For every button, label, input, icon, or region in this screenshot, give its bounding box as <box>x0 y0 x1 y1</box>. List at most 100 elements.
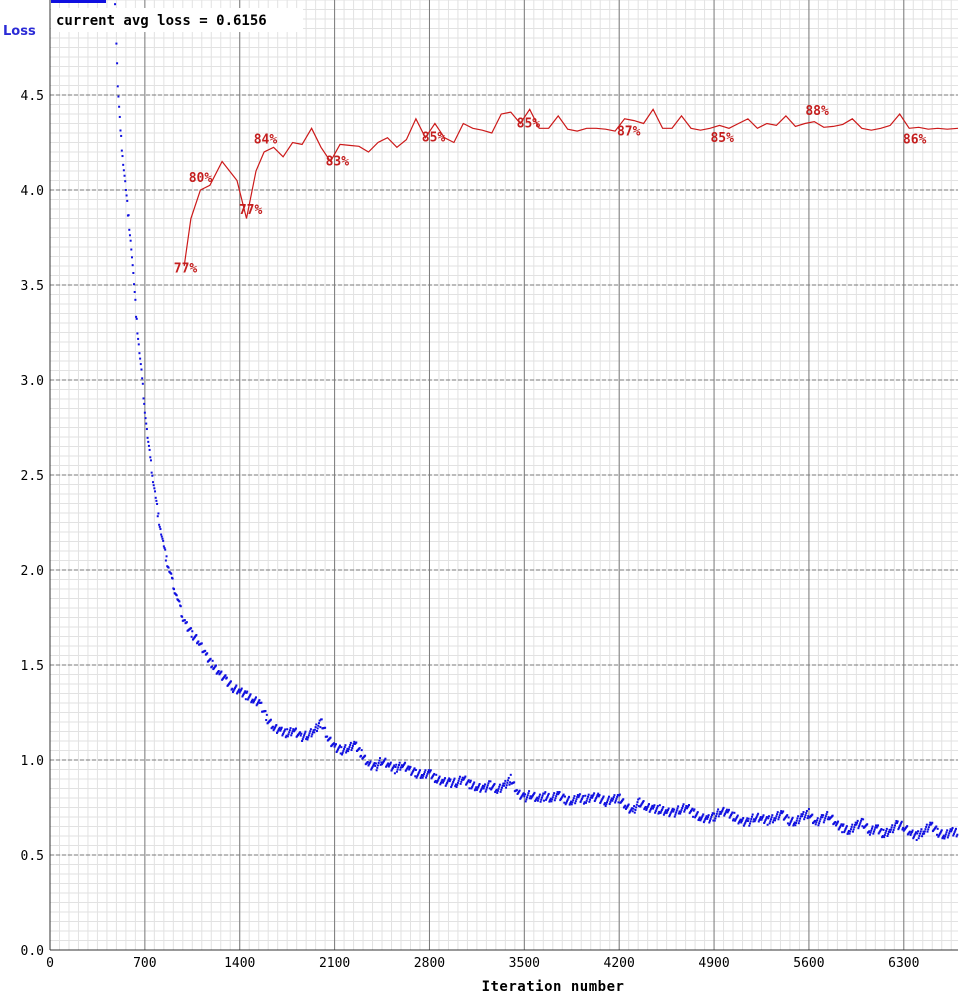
loss-point <box>725 810 728 813</box>
loss-point <box>241 695 244 698</box>
loss-point <box>822 821 825 824</box>
loss-point <box>900 822 903 825</box>
loss-point <box>551 798 554 801</box>
loss-point <box>416 773 419 776</box>
y-tick-label: 0.5 <box>21 849 44 864</box>
loss-point <box>557 793 560 796</box>
loss-point <box>233 688 236 691</box>
loss-point <box>217 670 220 673</box>
loss-point <box>413 767 416 770</box>
loss-point <box>909 833 912 836</box>
loss-point <box>384 757 387 760</box>
loss-point <box>368 761 371 764</box>
loss-point <box>581 796 584 799</box>
loss-point <box>425 776 428 779</box>
loss-point <box>197 640 200 643</box>
loss-point <box>571 801 574 804</box>
loss-point <box>576 796 579 799</box>
loss-point <box>698 816 701 819</box>
loss-point <box>114 3 117 6</box>
loss-point <box>609 801 612 804</box>
loss-point <box>343 747 346 750</box>
loss-point <box>639 805 642 808</box>
loss-point <box>901 828 904 831</box>
loss-point <box>515 789 518 792</box>
loss-point <box>505 786 508 789</box>
loss-point <box>726 811 729 814</box>
loss-point <box>314 726 317 729</box>
loss-point <box>206 652 209 655</box>
loss-point <box>132 271 135 274</box>
x-axis-label: Iteration number <box>482 979 625 995</box>
loss-point <box>503 784 505 787</box>
loss-point <box>606 799 609 802</box>
loss-point <box>567 797 570 800</box>
loss-point <box>555 795 558 798</box>
loss-point <box>387 762 390 765</box>
loss-point <box>693 808 696 811</box>
loss-point <box>840 823 843 826</box>
loss-point <box>598 794 601 797</box>
loss-point <box>736 815 739 818</box>
loss-point <box>858 823 861 826</box>
loss-point <box>702 813 705 816</box>
loss-point <box>143 402 146 405</box>
loss-point <box>874 826 877 829</box>
loss-point <box>466 781 469 784</box>
loss-point <box>627 803 630 806</box>
loss-point <box>857 827 860 830</box>
loss-point <box>488 780 491 783</box>
loss-point <box>140 368 143 371</box>
loss-point <box>369 760 372 763</box>
loss-point <box>290 732 293 735</box>
loss-point <box>765 817 768 820</box>
loss-point <box>836 821 839 824</box>
loss-point <box>952 832 955 835</box>
loss-point <box>524 793 527 796</box>
loss-point <box>490 787 493 790</box>
loss-point <box>771 814 774 817</box>
loss-point <box>443 778 446 781</box>
x-tick-label: 6300 <box>888 956 919 971</box>
loss-point <box>505 784 508 787</box>
loss-point <box>423 771 426 774</box>
loss-point <box>522 792 525 795</box>
loss-point <box>380 761 383 764</box>
loss-point <box>563 801 566 804</box>
loss-point <box>509 773 512 776</box>
loss-point <box>910 832 913 835</box>
loss-point <box>824 815 827 818</box>
loss-point <box>685 807 688 810</box>
loss-point <box>806 817 809 820</box>
loss-point <box>647 804 650 807</box>
loss-point <box>304 730 307 733</box>
loss-point <box>136 332 139 335</box>
loss-point <box>153 487 156 490</box>
loss-point <box>950 828 953 831</box>
loss-point <box>885 829 888 832</box>
loss-point <box>444 784 447 787</box>
loss-point <box>143 411 146 414</box>
loss-point <box>954 827 957 830</box>
loss-point <box>624 807 627 810</box>
loss-point <box>883 834 886 837</box>
loss-point <box>772 821 775 824</box>
loss-point <box>633 805 636 808</box>
loss-point <box>135 317 138 320</box>
loss-point <box>768 822 771 825</box>
loss-point <box>548 800 551 803</box>
loss-point <box>851 823 854 826</box>
loss-point <box>471 784 474 787</box>
loss-point <box>462 778 465 781</box>
loss-point <box>128 234 131 237</box>
loss-point <box>276 731 278 734</box>
loss-point <box>690 808 693 811</box>
loss-point <box>540 796 543 799</box>
loss-point <box>406 766 409 769</box>
loss-point <box>597 795 600 798</box>
loss-point <box>603 803 606 806</box>
loss-point <box>289 727 292 730</box>
loss-point <box>700 816 703 819</box>
accuracy-labels: 77% 80% 77% 84% 83% 85% 85% 87% 85% 88% 86% <box>174 104 927 276</box>
loss-point <box>716 810 719 813</box>
